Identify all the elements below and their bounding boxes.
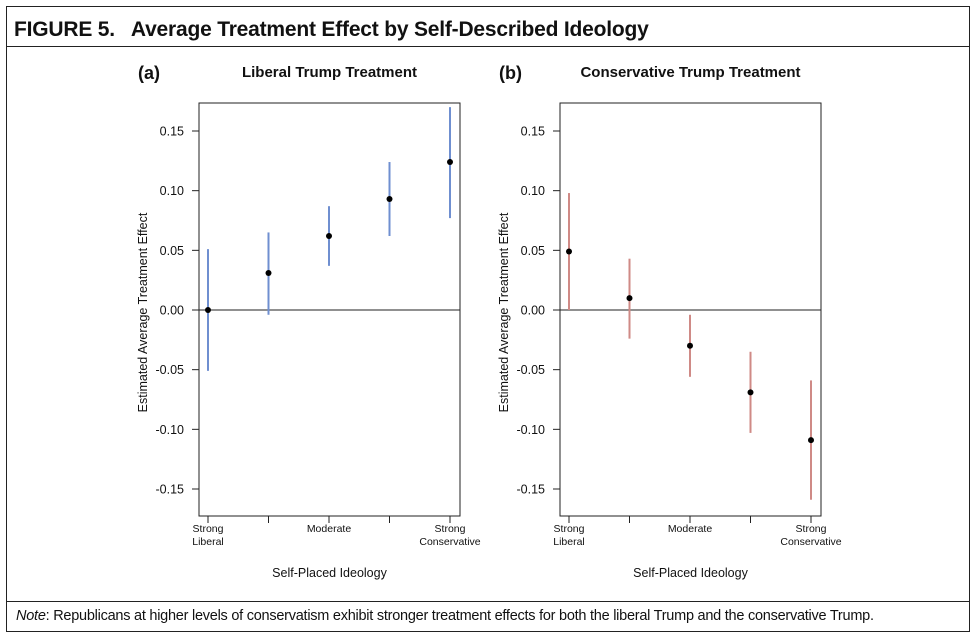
- y-tick-label: 0.15: [521, 125, 545, 139]
- figure-note: Note: Republicans at higher levels of co…: [16, 608, 874, 624]
- y-axis-label: Estimated Average Treatment Effect: [136, 212, 150, 412]
- x-tick-label: Strong: [796, 523, 827, 535]
- chart-title: Conservative Trump Treatment: [580, 64, 800, 81]
- y-tick-label: 0.10: [521, 184, 545, 198]
- data-point: [386, 196, 393, 203]
- y-tick-label: 0.05: [160, 244, 184, 258]
- y-tick-label: -0.05: [517, 363, 546, 377]
- x-tick-label: Liberal: [192, 536, 224, 548]
- y-axis-label: Estimated Average Treatment Effect: [497, 212, 511, 412]
- figure-frame: [6, 6, 970, 632]
- figure-charts: (a) Liberal Trump Treatment 0.15 0.10 0.05 0.…: [136, 63, 842, 580]
- x-tick-label: Liberal: [553, 536, 585, 548]
- data-point: [626, 295, 633, 302]
- x-tick-label: Moderate: [668, 523, 713, 535]
- y-tick-label: -0.05: [156, 363, 185, 377]
- data-point: [566, 248, 572, 255]
- x-axis-label: Self-Placed Ideology: [633, 566, 748, 580]
- x-tick-label: Conservative: [419, 536, 480, 548]
- panel-label: (b): [499, 63, 522, 83]
- figure-heading: FIGURE 5. Average Treatment Effect by Sel…: [14, 18, 649, 42]
- x-axis-label: Self-Placed Ideology: [272, 566, 387, 580]
- y-tick-label: -0.15: [156, 483, 185, 497]
- y-tick-label: 0.15: [160, 125, 184, 139]
- y-tick-label: 0.05: [521, 244, 545, 258]
- figure-label: FIGURE 5.: [14, 18, 115, 41]
- data-point: [747, 389, 754, 396]
- data-point: [265, 270, 272, 277]
- x-tick-label: Conservative: [780, 536, 841, 548]
- y-tick-label: -0.10: [156, 423, 185, 437]
- chart-panel-a: (a) Liberal Trump Treatment 0.15 0.10 0.05 0.…: [136, 63, 481, 580]
- data-point: [687, 342, 693, 349]
- x-tick-label: Strong: [554, 523, 585, 535]
- chart-panel-b: (b) Conservative Trump Treatment 0.15 0.10 0…: [497, 63, 842, 580]
- x-tick-label: Moderate: [307, 523, 352, 535]
- data-point: [447, 159, 453, 166]
- x-tick-label: Strong: [193, 523, 224, 535]
- note-rule: [6, 601, 970, 602]
- note-text: : Republicans at higher levels of conser…: [45, 608, 874, 624]
- data-point: [326, 233, 332, 240]
- y-tick-label: 0.10: [160, 184, 184, 198]
- chart-title: Liberal Trump Treatment: [242, 64, 417, 81]
- data-point: [205, 307, 211, 313]
- panel-label: (a): [138, 63, 160, 83]
- y-tick-label: 0.00: [521, 304, 545, 318]
- x-tick-label: Strong: [435, 523, 466, 535]
- note-label: Note: [16, 608, 46, 624]
- title-rule: [6, 46, 970, 47]
- y-tick-label: 0.00: [160, 304, 184, 318]
- data-point: [808, 437, 814, 444]
- figure-title: Average Treatment Effect by Self-Describ…: [130, 18, 649, 41]
- y-tick-label: -0.15: [517, 483, 546, 497]
- y-tick-label: -0.10: [517, 423, 546, 437]
